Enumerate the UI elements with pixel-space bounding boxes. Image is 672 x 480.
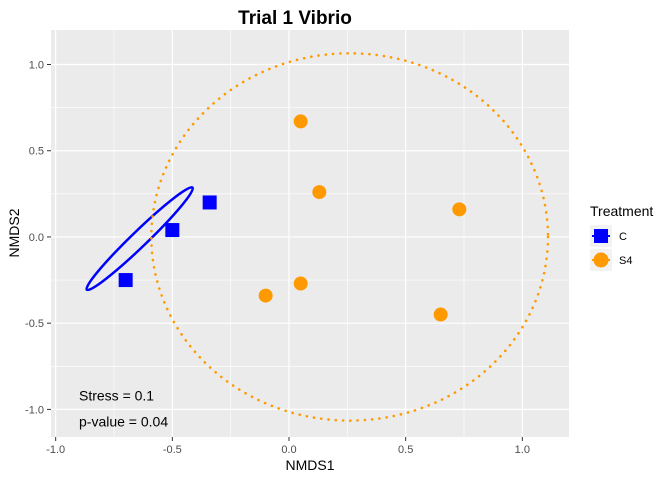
y-axis: -1.0 -0.5 0.0 0.5 1.0 [25,59,51,416]
x-tick-label: -0.5 [163,444,182,456]
y-tick-label: 1.0 [29,59,44,71]
legend-key-square [594,229,608,243]
confidence-ellipse-c [85,186,195,292]
y-tick-label: 0.5 [29,146,44,158]
annotations: Stress = 0.1 p-value = 0.04 [79,388,168,430]
y-tick-label: -1.0 [25,404,44,416]
legend-title: Treatment [590,203,653,219]
x-axis: -1.0 -0.5 0.0 0.5 1.0 [46,437,530,456]
data-point-c [118,273,133,288]
x-tick-label: 1.0 [515,444,530,456]
data-point-c [165,223,180,238]
data-points [118,114,467,322]
ellipses [85,51,550,422]
data-point-s4 [293,276,308,291]
data-point-s4 [312,185,327,200]
grid [51,30,569,437]
x-tick-label: -1.0 [46,444,65,456]
legend: Treatment C S4 [590,203,653,271]
y-tick-label: -0.5 [25,318,44,330]
data-point-s4 [293,114,308,129]
data-point-s4 [452,202,467,217]
confidence-ellipse-s4 [150,51,550,422]
x-axis-title: NMDS1 [285,457,334,473]
legend-key-circle [593,252,609,268]
x-tick-label: 0.5 [398,444,413,456]
annotation-text: p-value = 0.04 [79,413,168,429]
legend-label: S4 [619,255,632,267]
x-tick-label: 0.0 [281,444,296,456]
y-tick-label: 0.0 [29,232,44,244]
data-point-s4 [433,307,448,322]
chart-title: Trial 1 Vibrio [238,8,352,29]
y-axis-title: NMDS2 [6,208,22,257]
annotation-text: Stress = 0.1 [79,388,154,404]
legend-label: C [619,231,627,243]
plot-panel [51,30,569,437]
data-point-c [202,195,217,210]
data-point-s4 [258,288,273,303]
